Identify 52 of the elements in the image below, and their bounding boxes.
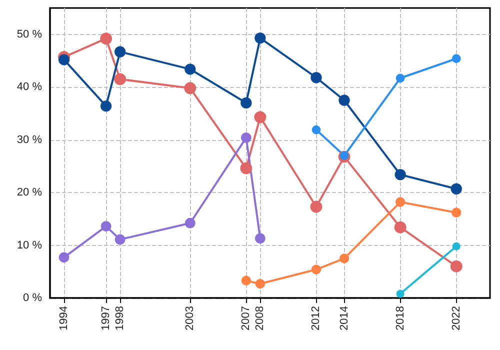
y-tick-label: 10 %: [16, 239, 42, 252]
point: [184, 64, 196, 75]
point: [450, 260, 462, 272]
point: [100, 221, 112, 232]
point: [254, 32, 266, 44]
point: [114, 73, 126, 86]
point: [452, 54, 461, 64]
point: [311, 264, 322, 274]
point: [396, 290, 404, 298]
point: [58, 252, 70, 263]
y-tick-label: 0 %: [23, 292, 42, 304]
x-tick-label: 2018: [394, 306, 406, 330]
x-tick-label: 1997: [100, 306, 112, 330]
point: [100, 32, 112, 45]
point: [396, 197, 406, 207]
point: [184, 218, 196, 228]
point: [396, 74, 405, 83]
y-tick-label: 20 %: [16, 186, 42, 199]
y-tick-label: 30 %: [16, 134, 42, 146]
point: [340, 151, 349, 160]
x-tick-label: 1998: [114, 306, 126, 330]
point: [240, 97, 252, 109]
point: [240, 162, 252, 174]
point: [450, 183, 462, 194]
x-tick-label: 2014: [338, 306, 350, 330]
point: [58, 54, 70, 66]
point: [100, 100, 112, 112]
point: [452, 208, 462, 218]
y-tick-label: 40 %: [16, 81, 42, 94]
x-tick-label: 2003: [184, 306, 196, 330]
x-tick-label: 1994: [58, 306, 70, 330]
point: [241, 276, 251, 286]
point: [114, 46, 126, 58]
point: [338, 94, 350, 106]
point: [114, 234, 126, 245]
x-tick-label: 2007: [240, 306, 252, 330]
point: [310, 72, 322, 84]
point: [240, 132, 252, 143]
point: [312, 125, 321, 134]
y-tick-label: 50 %: [16, 28, 42, 40]
point: [310, 200, 322, 213]
point: [452, 242, 460, 250]
x-tick-label: 2012: [310, 306, 322, 330]
x-tick-label: 2022: [450, 306, 462, 330]
point: [184, 82, 196, 94]
point: [339, 254, 350, 264]
x-tick-label: 2008: [254, 306, 266, 330]
point: [394, 169, 406, 180]
point: [255, 233, 266, 244]
point: [254, 111, 266, 124]
point: [255, 278, 265, 289]
point: [394, 221, 406, 234]
